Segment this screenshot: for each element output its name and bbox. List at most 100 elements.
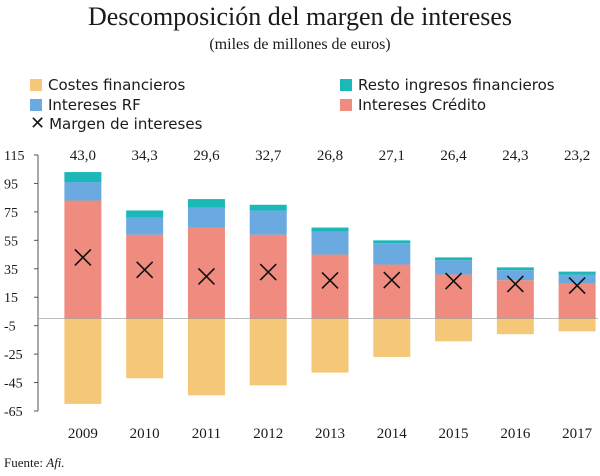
x-category-label: 2010 xyxy=(130,426,160,442)
y-tick-label: 115 xyxy=(4,149,24,164)
bar-segment-intereses-rf xyxy=(311,231,349,255)
y-tick-label: 95 xyxy=(4,177,18,192)
margin-marker-stroke xyxy=(136,261,154,279)
chart-subtitle: (miles de millones de euros) xyxy=(209,36,391,53)
margin-value-label: 43,0 xyxy=(70,148,96,164)
bar-segment-resto-ingresos-financieros xyxy=(435,257,473,261)
margin-marker xyxy=(383,271,401,289)
margin-marker-stroke xyxy=(321,271,339,290)
bar-segment-intereses-cr-dito xyxy=(126,234,164,319)
bar-segment-resto-ingresos-financieros xyxy=(558,271,596,275)
margin-marker-stroke xyxy=(383,271,401,289)
bar-segment-intereses-cr-dito xyxy=(311,254,349,319)
x-category-label: 2017 xyxy=(562,426,593,442)
bar-segment-resto-ingresos-financieros xyxy=(496,267,534,271)
margin-value-label: 32,7 xyxy=(255,148,282,164)
margin-marker xyxy=(321,271,339,290)
bar-segment-resto-ingresos-financieros xyxy=(64,172,102,183)
legend-swatch-resto xyxy=(340,79,352,91)
margin-marker-stroke xyxy=(74,248,92,266)
x-category-label: 2016 xyxy=(500,426,531,442)
y-tick-label: -45 xyxy=(4,377,23,392)
y-tick-label: 75 xyxy=(4,206,18,221)
bar-segment-intereses-cr-dito xyxy=(373,264,411,319)
legend-item-credito: Intereses Crédito xyxy=(340,96,486,114)
bar-segment-costes-financieros xyxy=(496,318,534,335)
y-tick-label: 55 xyxy=(4,234,18,249)
source-prefix: Fuente: xyxy=(4,455,47,470)
x-category-label: 2015 xyxy=(439,426,469,442)
margin-marker xyxy=(136,261,154,279)
bar-segment-intereses-rf xyxy=(373,243,411,265)
y-tick-label: -5 xyxy=(4,320,16,335)
bar-segment-intereses-rf xyxy=(558,274,596,283)
bar-segment-costes-financieros xyxy=(435,318,473,342)
legend-label-credito: Intereses Crédito xyxy=(358,96,487,114)
legend-label-margen: Margen de intereses xyxy=(49,115,203,133)
legend-item-resto: Resto ingresos financieros xyxy=(340,76,555,94)
legend-item-margen: ✕ Margen de intereses xyxy=(30,113,203,134)
bar-segment-resto-ingresos-financieros xyxy=(311,227,349,232)
bar-segment-costes-financieros xyxy=(311,318,349,373)
bar-segment-intereses-rf xyxy=(126,217,164,235)
bar-segment-costes-financieros xyxy=(373,318,411,357)
bar-segment-resto-ingresos-financieros xyxy=(249,204,287,211)
x-category-label: 2009 xyxy=(68,426,98,442)
legend-item-costes: Costes financieros xyxy=(30,76,185,94)
chart-title: Descomposición del margen de intereses xyxy=(87,2,513,31)
margin-marker-stroke xyxy=(444,272,463,290)
bar-segment-intereses-rf xyxy=(187,207,225,228)
bar-segment-intereses-cr-dito xyxy=(249,234,287,319)
x-category-label: 2011 xyxy=(192,426,221,442)
bar-segment-costes-financieros xyxy=(126,318,164,379)
margin-marker-stroke xyxy=(259,263,277,281)
margin-marker xyxy=(506,275,524,293)
margin-value-label: 29,6 xyxy=(193,148,220,164)
bar-segment-intereses-rf xyxy=(435,260,473,275)
bar-segment-intereses-rf xyxy=(64,182,102,201)
bar-segment-resto-ingresos-financieros xyxy=(373,240,411,244)
bar-segment-resto-ingresos-financieros xyxy=(126,210,164,218)
margin-value-label: 27,1 xyxy=(379,148,405,164)
bar-segment-costes-financieros xyxy=(249,318,287,386)
legend-item-rf: Intereses RF xyxy=(30,96,141,114)
bar-segment-costes-financieros xyxy=(187,318,225,396)
x-category-label: 2012 xyxy=(253,426,283,442)
y-tick-label: 35 xyxy=(4,263,18,278)
legend-label-resto: Resto ingresos financieros xyxy=(358,76,555,94)
y-tick-label: 15 xyxy=(4,291,18,306)
margin-marker xyxy=(444,272,463,290)
margin-value-label: 34,3 xyxy=(132,148,158,164)
bar-segment-intereses-rf xyxy=(249,210,287,235)
legend-swatch-credito xyxy=(340,99,352,111)
margin-marker xyxy=(197,267,216,286)
x-category-label: 2013 xyxy=(315,426,345,442)
bar-segment-intereses-cr-dito xyxy=(558,283,596,319)
margin-marker xyxy=(259,263,277,281)
bar-segment-intereses-cr-dito xyxy=(496,280,534,319)
margin-marker-stroke xyxy=(506,275,524,293)
bar-segment-costes-financieros xyxy=(558,318,596,332)
margin-marker-stroke xyxy=(197,267,216,286)
y-tick-label: -25 xyxy=(4,348,23,363)
y-tick-label: -65 xyxy=(4,405,23,420)
margin-marker-stroke xyxy=(568,276,586,295)
margin-value-label: 24,3 xyxy=(502,148,528,164)
margin-value-label: 26,4 xyxy=(440,148,467,164)
source-name: Afi. xyxy=(46,455,65,470)
x-category-label: 2014 xyxy=(377,426,408,442)
bar-segment-intereses-cr-dito xyxy=(64,200,102,319)
bar-segment-resto-ingresos-financieros xyxy=(187,199,225,208)
bar-segment-intereses-cr-dito xyxy=(187,227,225,319)
margin-marker xyxy=(568,276,586,295)
legend-swatch-costes xyxy=(30,79,42,91)
x-marker-icon: ✕ xyxy=(30,113,46,134)
legend-swatch-rf xyxy=(30,99,42,111)
legend: Costes financieros Resto ingresos financ… xyxy=(0,72,600,134)
margin-marker xyxy=(74,248,92,266)
margin-value-label: 23,2 xyxy=(564,148,590,164)
source-note: Fuente: Afi. xyxy=(4,455,65,471)
legend-label-rf: Intereses RF xyxy=(48,96,141,114)
bar-segment-intereses-rf xyxy=(496,270,534,281)
